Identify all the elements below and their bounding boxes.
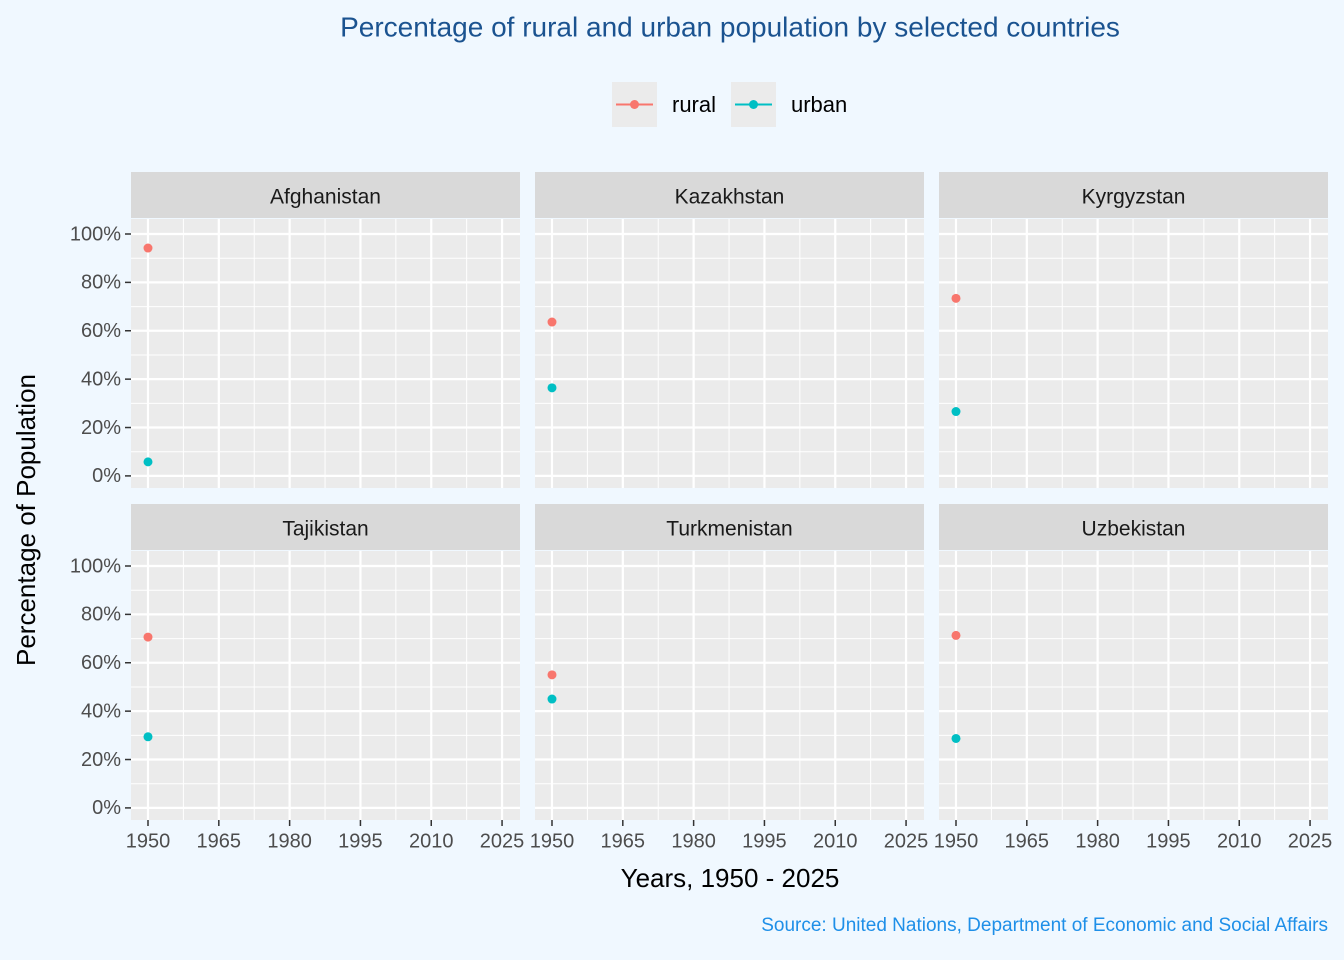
x-tick-label: 1980 [267,830,312,852]
y-tick-label: 100% [70,555,121,577]
y-tick-label: 20% [81,417,121,439]
x-tick-label: 1950 [934,830,979,852]
data-point [951,733,961,743]
strip [131,172,520,218]
facet-title: Kyrgyzstan [1082,186,1186,209]
x-tick-label: 1965 [601,830,646,852]
y-tick-label: 0% [92,797,121,819]
x-tick-label: 2010 [409,830,454,852]
x-tick-label: 2025 [480,830,525,852]
y-tick-label: 40% [81,700,121,722]
facet-title: Afghanistan [270,186,381,209]
data-point [143,632,153,642]
data-point [951,630,961,640]
x-tick-label: 2010 [1217,830,1262,852]
y-tick-label: 0% [92,465,121,487]
data-point [547,694,557,704]
data-point [547,670,557,680]
strip [939,172,1328,218]
strip [535,172,924,218]
data-point [143,457,153,467]
x-tick-label: 1995 [1146,830,1191,852]
data-point [547,317,557,327]
y-tick-label: 80% [81,272,121,294]
x-tick-label: 1980 [1075,830,1120,852]
x-tick-label: 1995 [742,830,787,852]
legend-label: rural [672,92,716,117]
data-point [143,732,153,742]
x-tick-label: 2025 [884,830,929,852]
facet-title: Kazakhstan [675,186,785,209]
y-tick-label: 100% [70,223,121,245]
strip [535,504,924,550]
chart-title: Percentage of rural and urban population… [340,11,1120,42]
caption: Source: United Nations, Department of Ec… [761,915,1328,936]
y-tick-label: 80% [81,604,121,626]
strip [131,504,520,550]
y-axis-label: Percentage of Population [11,374,41,666]
x-tick-label: 1950 [126,830,171,852]
x-tick-label: 1965 [197,830,242,852]
x-tick-label: 2010 [813,830,858,852]
data-point [951,293,961,303]
data-point [951,407,961,417]
y-tick-label: 40% [81,368,121,390]
data-point [547,383,557,393]
y-tick-label: 60% [81,652,121,674]
x-tick-label: 1980 [671,830,716,852]
y-tick-label: 60% [81,320,121,342]
x-axis-label: Years, 1950 - 2025 [621,863,840,893]
data-point [143,243,153,253]
legend-label: urban [791,92,847,117]
legend-point [630,100,639,109]
x-tick-label: 1965 [1005,830,1050,852]
facet-title: Uzbekistan [1082,518,1186,541]
x-tick-label: 2025 [1288,830,1333,852]
facet-title: Tajikistan [282,518,368,541]
x-tick-label: 1950 [530,830,575,852]
facet-title: Turkmenistan [666,518,792,541]
y-tick-label: 20% [81,749,121,771]
x-tick-label: 1995 [338,830,383,852]
legend-point [749,100,758,109]
strip [939,504,1328,550]
